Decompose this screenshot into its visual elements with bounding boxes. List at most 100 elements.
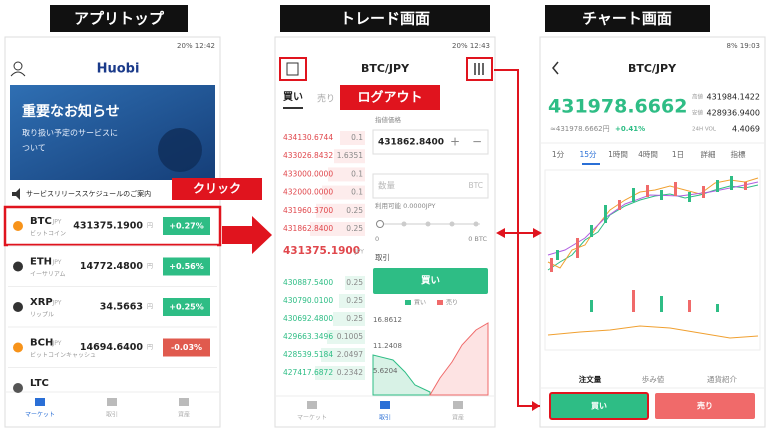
- coin-name: ビットコイン: [30, 230, 66, 238]
- coin-icon: [13, 221, 23, 231]
- back-icon[interactable]: [552, 61, 559, 75]
- timeframe: 15分: [579, 150, 597, 159]
- connector: [494, 69, 540, 407]
- timeframe: 1時間: [608, 150, 628, 159]
- bid-depth: [345, 276, 365, 290]
- order-icon[interactable]: [286, 62, 299, 76]
- user-icon[interactable]: [13, 61, 23, 71]
- available: 利用可能 0.0000JPY: [375, 201, 436, 210]
- ask-depth: [322, 185, 365, 200]
- chart-area: [544, 169, 761, 351]
- header-box: [545, 5, 710, 32]
- candles: [550, 176, 747, 272]
- depth-label: 11.2408: [373, 342, 402, 350]
- price-unit: 円: [147, 344, 153, 351]
- nav-icon: [307, 401, 317, 409]
- arrow-head: [532, 401, 540, 411]
- coin-change: +0.27%: [169, 222, 203, 231]
- coin-symbol: XRP: [30, 297, 53, 308]
- bid-depth: [339, 294, 365, 308]
- ask-depth: [328, 167, 365, 182]
- status-bar: 8% 19:03: [726, 42, 760, 50]
- slider-stop: [425, 221, 431, 227]
- stat-value: 428936.9400: [707, 109, 760, 118]
- field-label: 指値価格: [375, 115, 402, 124]
- nav-icon: [380, 401, 390, 409]
- buy-label: 買い: [421, 276, 440, 287]
- buy-button[interactable]: [373, 268, 488, 294]
- status-bar: 20% 12:42: [177, 42, 215, 50]
- nav-item: 資産: [178, 411, 190, 419]
- coin-symbol: BTC: [30, 216, 52, 227]
- speaker-icon: [12, 188, 20, 200]
- bid-price: 430692.4800: [283, 314, 333, 323]
- ask-price: 432000.0000: [283, 188, 333, 197]
- slider-stop: [401, 221, 407, 227]
- qty-input[interactable]: [372, 173, 489, 199]
- stat-value: 4.4069: [732, 125, 760, 134]
- bid-qty: 2.0497: [337, 350, 363, 359]
- coin-name: イーサリアム: [30, 271, 65, 278]
- bid-price: 427417.6872: [283, 368, 333, 377]
- callout-box: [340, 85, 440, 110]
- bid-qty: 0.25: [346, 314, 363, 323]
- change-badge: [163, 217, 210, 235]
- header-title: チャート画面: [582, 10, 672, 28]
- bid-price: 428539.5184: [283, 350, 333, 359]
- chart-icon[interactable]: [474, 63, 484, 75]
- buy-button[interactable]: [549, 392, 649, 420]
- change-badge: [163, 257, 210, 276]
- stat-label: 24H VOL: [692, 127, 717, 133]
- tab: 買い: [283, 91, 303, 103]
- legend-swatch: [405, 300, 411, 305]
- price-value: 431862.8400: [378, 138, 444, 148]
- bid-depth: [321, 348, 365, 362]
- bid-price: 430790.0100: [283, 296, 333, 305]
- ask-depth: [310, 222, 365, 236]
- coin-price: 14772.4800: [80, 261, 143, 272]
- bid-price: 430887.5400: [283, 278, 333, 287]
- user-icon: [10, 71, 26, 77]
- status-bar: 20% 12:43: [452, 42, 490, 50]
- stat-label: 安値: [692, 109, 704, 117]
- bid-qty: 0.2342: [337, 368, 363, 377]
- price-input[interactable]: [372, 129, 489, 155]
- change-badge: [163, 298, 210, 316]
- slider-stop: [449, 221, 455, 227]
- header-title: トレード画面: [340, 10, 430, 28]
- tab: 注文量: [579, 374, 602, 384]
- nav-icon: [35, 398, 45, 406]
- ask-qty: 0.25: [346, 224, 363, 233]
- last-price: 431375.1900: [283, 245, 360, 257]
- nav-item: 取引: [106, 411, 118, 419]
- ask-qty: 0.1: [351, 188, 363, 197]
- coin-symbol: LTC: [30, 378, 49, 389]
- bid-depth: [333, 312, 365, 326]
- header-box: [50, 5, 188, 32]
- coin-price: 34.5663: [100, 302, 143, 313]
- depth-label: 5.6204: [373, 367, 398, 375]
- coin-name: リップル: [30, 312, 54, 319]
- ask-price: 434130.6744: [283, 133, 333, 142]
- legend-item: 売り: [446, 299, 458, 307]
- coin-icon: [13, 302, 23, 312]
- bid-qty: 0.1005: [337, 332, 363, 341]
- ask-qty: 0.1: [351, 169, 363, 178]
- quote-unit: JPY: [52, 219, 62, 226]
- coin-change: +0.56%: [169, 262, 203, 271]
- bid-qty: 0.25: [346, 296, 363, 305]
- nav-item: 取引: [379, 414, 391, 422]
- ask-qty: 1.6351: [337, 151, 363, 160]
- volume-bars: [590, 290, 719, 312]
- legend-swatch: [437, 300, 443, 305]
- sell-button[interactable]: [655, 393, 755, 419]
- coin-change: +0.25%: [169, 303, 203, 312]
- highlight-box: [466, 57, 493, 81]
- coin-price: 14694.6400: [80, 342, 143, 353]
- slider-total: 0 BTC: [468, 235, 487, 243]
- slider-knob[interactable]: [376, 220, 384, 228]
- nav-item: マーケット: [297, 415, 327, 422]
- nav-icon: [107, 398, 117, 406]
- trade-label: 取引: [375, 253, 390, 262]
- bid-depth: [327, 330, 365, 344]
